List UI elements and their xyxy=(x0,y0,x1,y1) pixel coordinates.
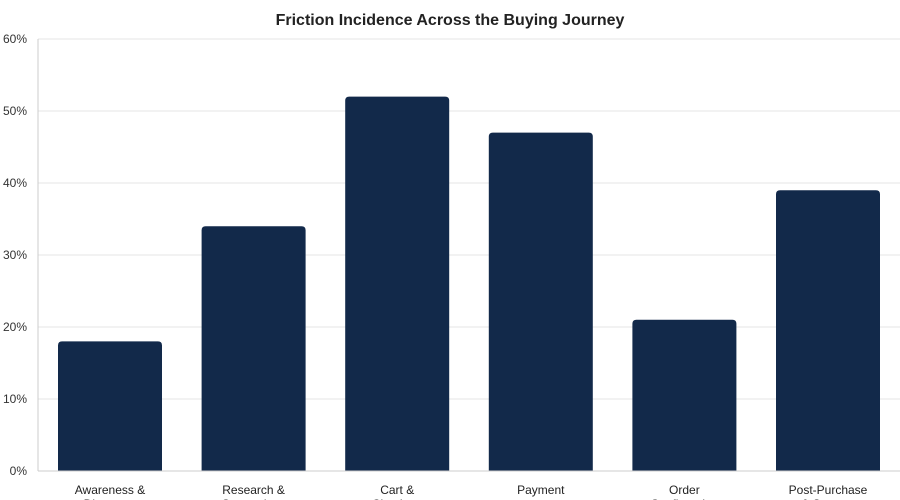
y-tick-label: 40% xyxy=(3,176,27,190)
y-tick-label: 50% xyxy=(3,104,27,118)
y-tick-label: 60% xyxy=(3,32,27,46)
bar xyxy=(776,190,880,471)
x-tick-label: & Support xyxy=(801,497,855,500)
y-tick-label: 30% xyxy=(3,248,27,262)
bar xyxy=(201,226,306,471)
bar xyxy=(488,132,593,471)
bar xyxy=(58,341,162,471)
x-tick-label: Post-Purchase xyxy=(789,483,868,497)
x-tick-label: Order xyxy=(669,483,700,497)
x-axis-labels: Awareness &Discovery Research &Comparison… xyxy=(75,483,868,500)
x-tick-label: Comparison xyxy=(221,497,286,500)
chart-title: Friction Incidence Across the Buying Jou… xyxy=(276,12,625,29)
x-tick-label: Confirmation xyxy=(650,497,718,500)
y-tick-label: 0% xyxy=(10,464,28,478)
bar xyxy=(345,96,450,471)
x-tick-label: Research & xyxy=(222,483,285,497)
y-axis-ticks: 0% 10% 20% 30% 40% 50% 60% xyxy=(3,32,27,478)
x-tick-label: Discovery xyxy=(84,497,137,500)
x-tick-label: Awareness & xyxy=(75,483,145,497)
bars xyxy=(58,96,880,471)
x-tick-label: Checkout xyxy=(372,497,423,500)
gridlines xyxy=(38,38,900,400)
y-tick-label: 20% xyxy=(3,320,27,334)
x-tick-label: Cart & xyxy=(380,483,414,497)
x-tick-label: Payment xyxy=(517,483,565,497)
bar xyxy=(632,319,737,471)
y-tick-label: 10% xyxy=(3,392,27,406)
